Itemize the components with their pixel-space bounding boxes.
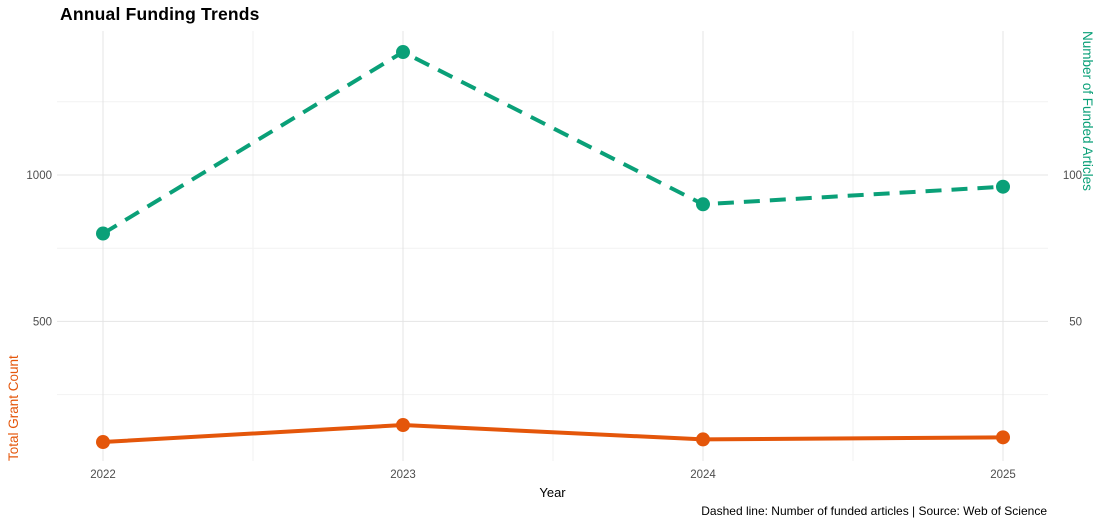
articles-point xyxy=(96,226,110,241)
right-y-axis-title: Number of Funded Articles xyxy=(1080,31,1095,191)
grant-point xyxy=(96,435,110,450)
x-axis-title: Year xyxy=(539,485,566,500)
y-left-tick-label: 500 xyxy=(33,316,52,328)
y-right-tick-label: 100 xyxy=(1063,170,1082,182)
articles-point xyxy=(996,179,1010,194)
y-left-tick-label: 1000 xyxy=(26,170,52,182)
x-tick-label: 2022 xyxy=(90,469,116,481)
grant-point xyxy=(696,432,710,447)
left-y-axis-title: Total Grant Count xyxy=(6,355,21,461)
grant-point xyxy=(996,430,1010,445)
chart-caption: Dashed line: Number of funded articles |… xyxy=(701,504,1047,518)
articles-line xyxy=(101,50,1004,236)
articles-point xyxy=(696,197,710,212)
x-tick-label: 2023 xyxy=(390,469,416,481)
y-right-tick-label: 50 xyxy=(1069,316,1082,328)
grant-line xyxy=(102,423,1004,445)
chart-title: Annual Funding Trends xyxy=(60,4,260,24)
x-tick-label: 2025 xyxy=(990,469,1016,481)
articles-point xyxy=(396,45,410,60)
grant-point xyxy=(396,418,410,433)
x-tick-label: 2024 xyxy=(690,469,716,481)
